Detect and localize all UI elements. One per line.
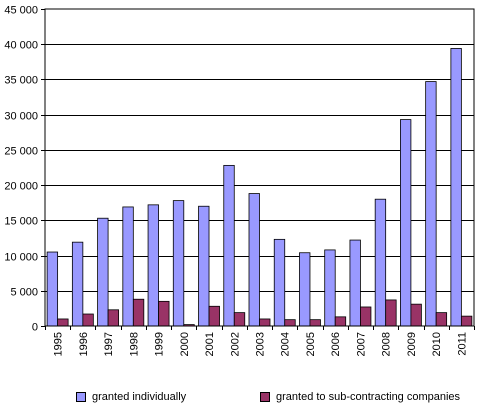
bar-subcontract-2003: [259, 318, 271, 327]
x-axis-ticks: 1995 1996 1997 1998 1999 2000 2001 2002 2003 2004…: [45, 326, 475, 356]
bar-subcontract-2005: [309, 319, 321, 327]
y-tick-label: 0: [32, 322, 38, 334]
y-tick-label: 10 000: [4, 252, 38, 264]
bar-individual-2006: [324, 249, 336, 327]
y-tick-label: 25 000: [4, 146, 38, 158]
bar-individual-2007: [349, 239, 361, 327]
y-tick-label: 15 000: [4, 216, 38, 228]
plot-area: [44, 8, 475, 327]
x-tick-label: 2008: [381, 332, 393, 356]
bar-individual-2011: [450, 48, 462, 327]
bar-subcontract-1998: [132, 298, 145, 327]
x-tick-label: 2004: [280, 332, 292, 356]
axes: [44, 8, 475, 327]
bar-subcontract-2010: [435, 312, 448, 327]
bar-individual-2000: [172, 200, 185, 327]
legend-swatch: [76, 392, 86, 402]
legend: granted individually granted to sub-cont…: [0, 391, 484, 411]
y-tick-label: 5 000: [10, 287, 38, 299]
x-tick-label: 1995: [53, 332, 65, 356]
bar-chart: 0 5 000 10 000 15 000 20 000 25 000 30 000 35 0…: [4, 5, 475, 356]
bar-subcontract-1995: [57, 318, 69, 327]
bar-subcontract-1999: [158, 300, 170, 327]
x-tick-label: 1998: [128, 332, 140, 356]
x-tick-label: 2003: [255, 332, 267, 356]
bar-individual-2009: [400, 119, 412, 327]
bar-individual-1998: [122, 206, 134, 327]
bar-subcontract-2002: [233, 312, 246, 327]
x-tick-label: 1999: [154, 332, 166, 356]
y-axis-ticks: 0 5 000 10 000 15 000 20 000 25 000 30 000 35 0…: [4, 5, 45, 334]
y-tick-label: 30 000: [4, 111, 38, 123]
legend-label: granted individually: [92, 391, 187, 403]
x-tick-label: 2007: [355, 332, 367, 356]
bar-individual-2001: [198, 205, 210, 327]
bar-subcontract-2001: [208, 305, 220, 327]
bar-individual-1996: [71, 241, 84, 327]
y-tick-label: 40 000: [4, 40, 38, 52]
y-tick-label: 45 000: [4, 5, 38, 17]
bar-subcontract-2006: [334, 316, 347, 327]
x-tick-label: 1997: [103, 332, 115, 356]
x-tick-label: 2005: [305, 332, 317, 356]
bar-individual-2005: [299, 252, 311, 327]
bar-subcontract-2008: [385, 299, 397, 327]
x-tick-label: 2009: [406, 332, 418, 356]
legend-label: granted to sub-contracting companies: [276, 391, 461, 403]
x-tick-label: 2011: [456, 332, 468, 356]
bar-subcontract-1997: [107, 309, 119, 327]
bar-subcontract-2004: [284, 319, 296, 327]
x-tick-label: 2010: [431, 332, 443, 356]
legend-item-granted-individually: granted individually: [76, 391, 186, 403]
bar-individual-2003: [248, 193, 260, 327]
bar-individual-2004: [273, 238, 286, 327]
bar-individual-1995: [46, 251, 59, 327]
x-tick-label: 2006: [330, 332, 342, 356]
bar-individual-2008: [374, 198, 387, 327]
bar-subcontract-2007: [360, 306, 372, 327]
y-tick-label: 20 000: [4, 181, 38, 193]
bar-individual-2010: [425, 81, 437, 327]
bars: [46, 48, 473, 327]
bar-individual-1999: [147, 204, 159, 327]
x-tick-label: 2001: [204, 332, 216, 356]
legend-swatch: [260, 392, 270, 402]
x-tick-label: 2000: [179, 332, 191, 356]
bar-individual-2002: [223, 164, 235, 327]
x-tick-label: 1996: [78, 332, 90, 356]
legend-item-granted-to-sub-contracting-companies: granted to sub-contracting companies: [260, 391, 460, 403]
x-tick-label: 2002: [229, 332, 241, 356]
bar-subcontract-2009: [410, 303, 422, 327]
bar-individual-1997: [97, 217, 109, 327]
bar-subcontract-2011: [460, 315, 473, 327]
y-tick-label: 35 000: [4, 75, 38, 87]
bar-subcontract-1996: [82, 313, 94, 327]
